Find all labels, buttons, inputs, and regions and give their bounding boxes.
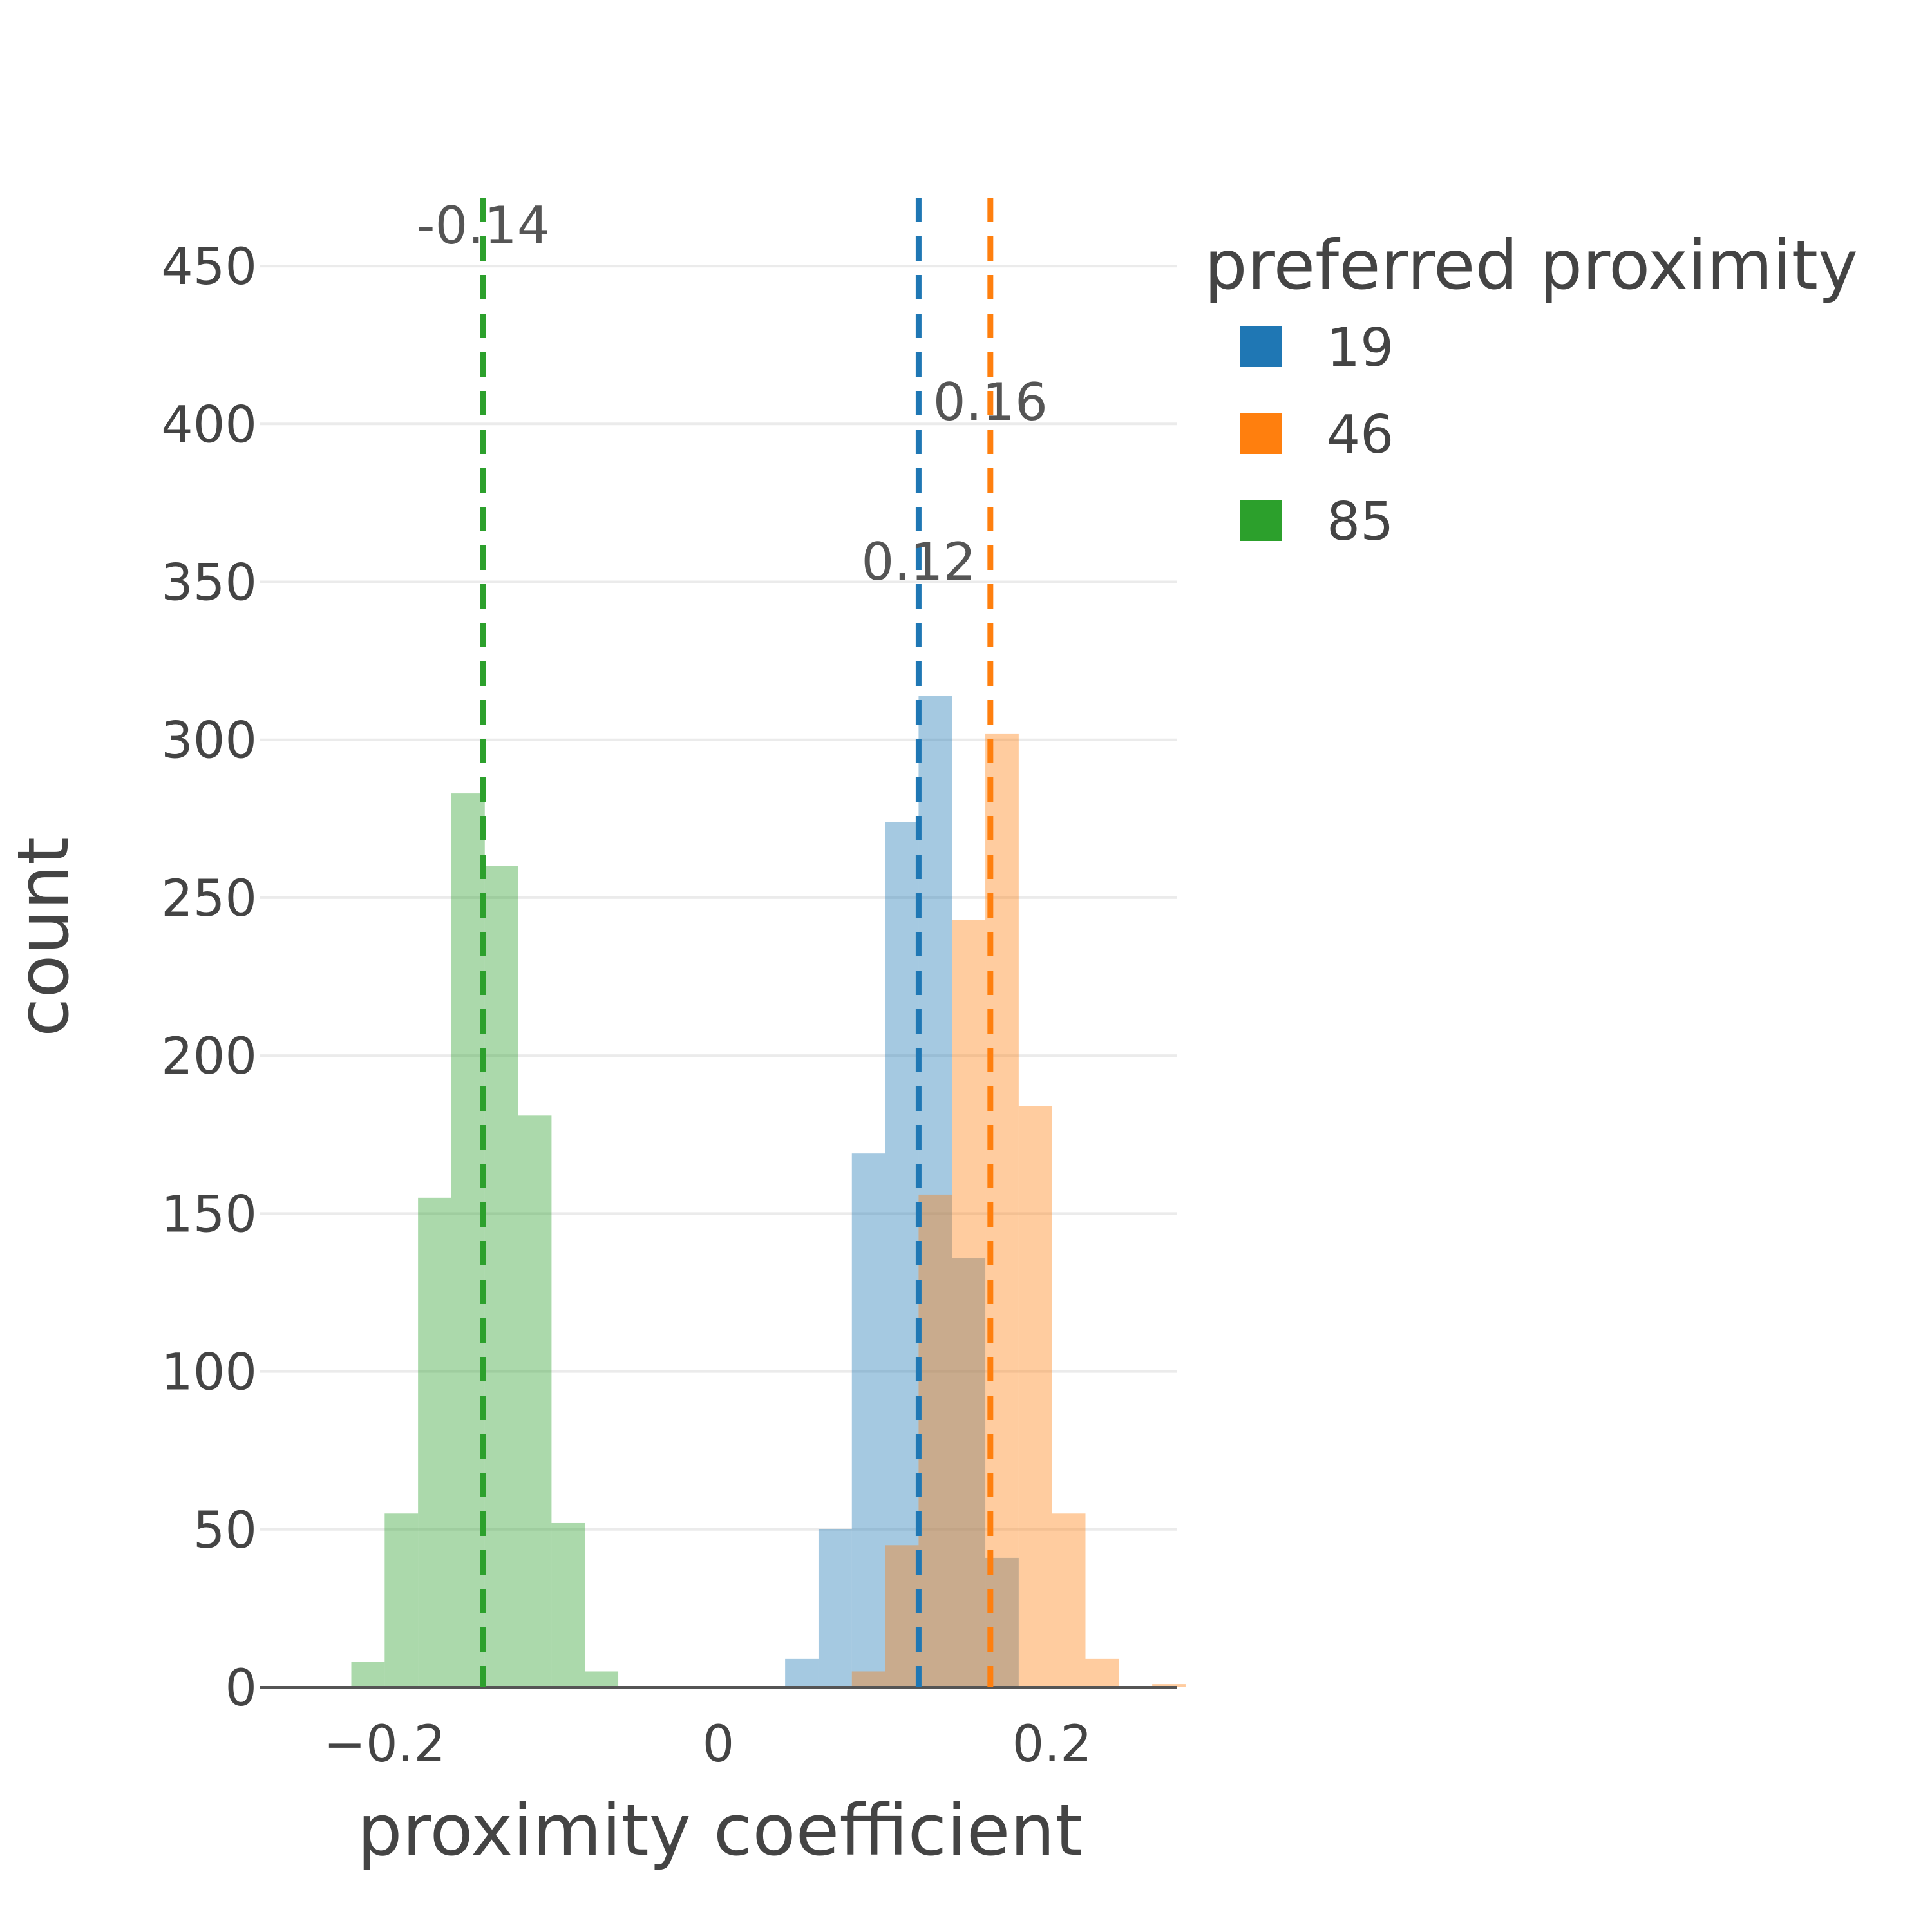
- y-tick-label: 100: [161, 1344, 257, 1402]
- histogram-bar-series-85: [351, 1662, 385, 1687]
- legend-item-85[interactable]: 85: [1327, 491, 1394, 553]
- grid-lines: [260, 265, 1177, 1531]
- histogram-bar-series-85: [418, 1197, 451, 1687]
- y-tick-label: 50: [193, 1502, 257, 1560]
- mean-label-series-85: -0.14: [417, 196, 550, 256]
- histogram-bar-series-46: [1152, 1684, 1186, 1687]
- histogram-bar-series-85: [451, 793, 485, 1687]
- histogram-bar-series-85: [384, 1513, 419, 1687]
- axis-ticks: 0 50 100 150 200 250 300 350 400 450 −0.2 0 0.2: [161, 238, 1092, 1774]
- x-axis-title: proximity coefficient: [357, 1789, 1083, 1871]
- histogram-bars: [351, 696, 1186, 1687]
- y-tick-label: 250: [161, 870, 257, 928]
- histogram-bar-series-19: [918, 696, 952, 1687]
- x-tick-label: 0: [703, 1716, 735, 1774]
- legend-item-46[interactable]: 46: [1327, 404, 1394, 466]
- mean-lines: 0.12 0.16 -0.14: [417, 196, 1048, 1687]
- y-tick-label: 400: [161, 396, 257, 454]
- histogram-bar-series-46: [885, 1545, 919, 1687]
- histogram-bar-series-46: [1018, 1106, 1052, 1687]
- histogram-bar-series-19: [818, 1529, 852, 1687]
- histogram-bar-series-85: [484, 866, 518, 1687]
- histogram-bar-series-85: [551, 1522, 585, 1687]
- histogram-bar-series-85: [585, 1671, 619, 1687]
- histogram-bar-series-19: [952, 1258, 986, 1687]
- x-tick-label: −0.2: [324, 1716, 446, 1774]
- y-tick-label: 450: [161, 238, 257, 296]
- legend[interactable]: preferred proximity 19 46 85: [1204, 226, 1858, 553]
- legend-swatch-46[interactable]: [1240, 413, 1282, 454]
- histogram-bar-series-46: [1052, 1513, 1086, 1687]
- legend-title: preferred proximity: [1204, 226, 1858, 305]
- histogram-bar-series-19: [851, 1153, 886, 1687]
- histogram-bar-series-19: [885, 822, 919, 1687]
- histogram-bar-series-46: [851, 1671, 886, 1687]
- histogram-bar-series-46: [952, 920, 986, 1687]
- legend-swatch-85[interactable]: [1240, 500, 1282, 541]
- y-tick-label: 300: [161, 712, 257, 770]
- histogram-bar-series-46: [918, 1194, 952, 1687]
- histogram-bar-series-19: [785, 1658, 819, 1687]
- mean-label-series-19: 0.12: [861, 532, 976, 592]
- histogram-bar-series-19: [985, 1557, 1019, 1687]
- histogram-bar-series-85: [518, 1115, 552, 1687]
- legend-item-19[interactable]: 19: [1327, 317, 1394, 379]
- y-axis-title: count: [2, 837, 84, 1037]
- legend-swatch-19[interactable]: [1240, 326, 1282, 367]
- y-tick-label: 350: [161, 554, 257, 612]
- x-tick-label: 0.2: [1012, 1716, 1092, 1774]
- y-tick-label: 0: [225, 1660, 257, 1718]
- histogram-bar-series-46: [1085, 1658, 1119, 1687]
- y-tick-label: 200: [161, 1028, 257, 1086]
- mean-label-series-46: 0.16: [933, 372, 1048, 432]
- y-tick-label: 150: [161, 1186, 257, 1244]
